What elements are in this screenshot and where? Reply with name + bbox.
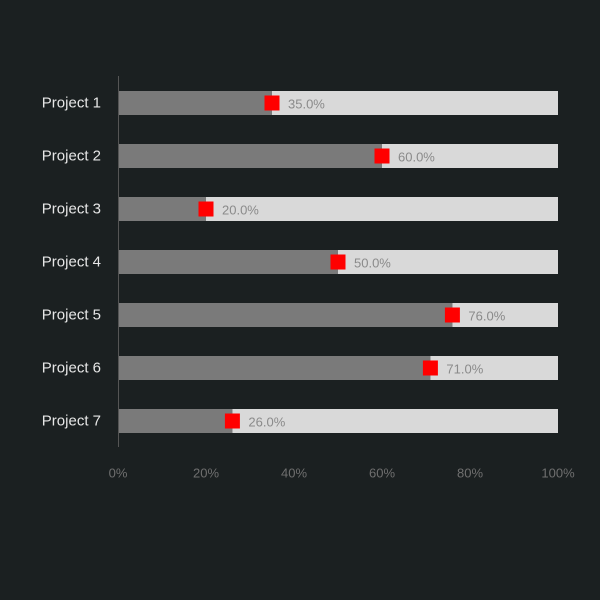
category-label-6: Project 6 [42,360,101,377]
progress-bar-1 [118,91,272,115]
data-label-6: 71.0% [446,362,483,377]
category-label-5: Project 5 [42,307,101,324]
data-label-1: 35.0% [288,97,325,112]
marker-5 [444,307,460,323]
progress-bar-6 [118,356,431,380]
progress-bar-4 [118,250,338,274]
data-label-2: 60.0% [398,150,435,165]
progress-bar-5 [118,303,453,327]
progress-bar-2 [118,144,382,168]
marker-3 [198,201,214,217]
x-tick-label-2: 20% [193,466,219,481]
category-label-1: Project 1 [42,95,101,112]
remaining-bar-4 [338,250,558,274]
remaining-bar-1 [272,91,558,115]
x-tick-label-1: 0% [109,466,128,481]
x-tick-label-6: 100% [541,466,575,481]
marker-1 [264,95,280,111]
remaining-bar-7 [232,409,558,433]
progress-bar-3 [118,197,206,221]
remaining-bar-5 [452,303,558,327]
marker-2 [374,148,390,164]
plot-area: Project 1 Project 2 Project 3 Project 4 Proj… [42,76,575,481]
category-label-2: Project 2 [42,148,101,165]
remaining-bar-3 [206,197,558,221]
data-label-7: 26.0% [248,415,285,430]
remaining-bar-2 [382,144,558,168]
x-tick-label-3: 40% [281,466,307,481]
category-label-4: Project 4 [42,254,101,271]
data-label-3: 20.0% [222,203,259,218]
x-tick-label-4: 60% [369,466,395,481]
category-label-3: Project 3 [42,201,101,218]
marker-7 [224,413,240,429]
marker-6 [422,360,438,376]
progress-bar-7 [118,409,233,433]
data-label-5: 76.0% [468,309,505,324]
marker-4 [330,254,346,270]
x-tick-label-5: 80% [457,466,483,481]
data-label-4: 50.0% [354,256,391,271]
category-label-7: Project 7 [42,413,101,430]
remaining-bar-6 [430,356,558,380]
